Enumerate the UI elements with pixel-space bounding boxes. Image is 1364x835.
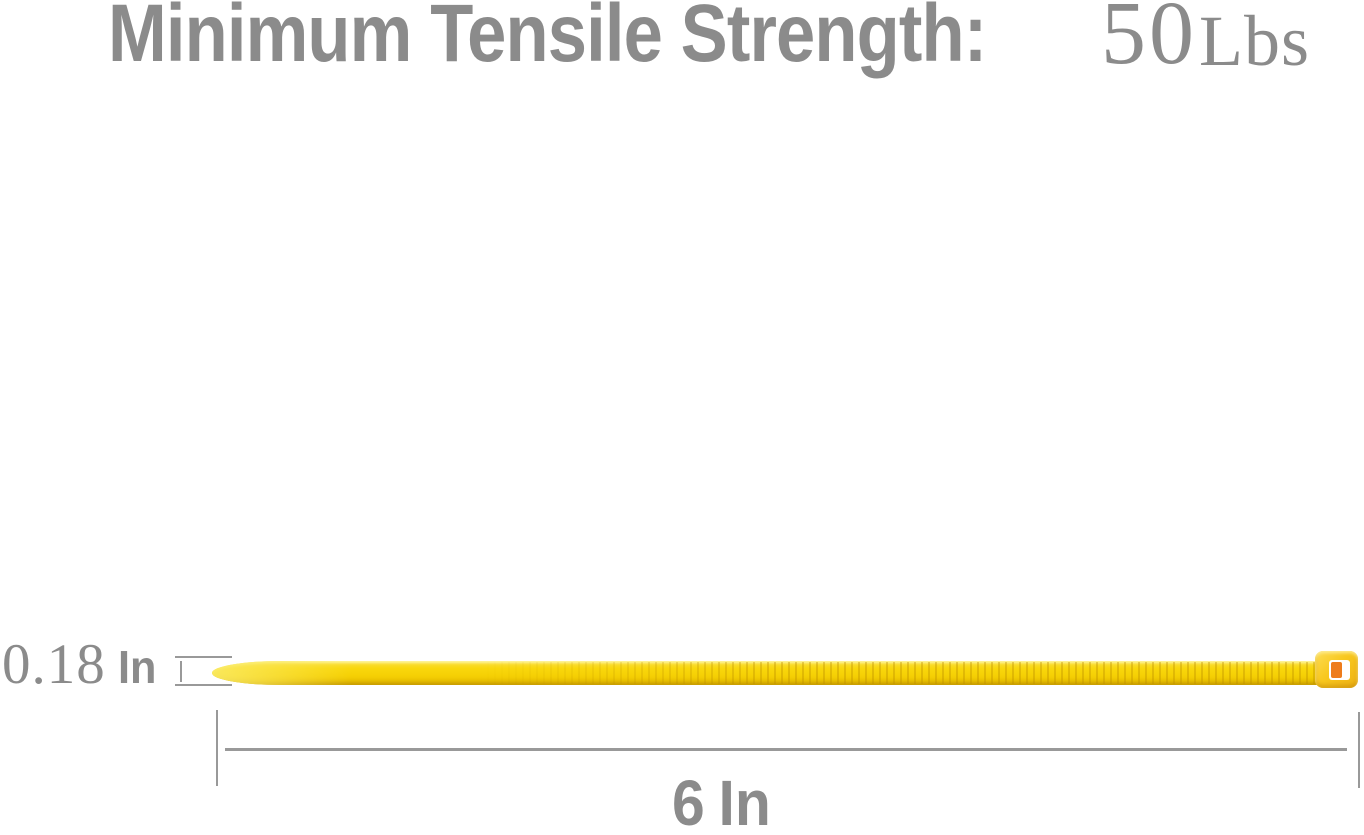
length-dimension-value: 6 (672, 767, 705, 835)
width-dimension-label: 0.18 In (2, 636, 159, 693)
width-dimension-value: 0.18 (2, 633, 106, 696)
cable-tie-strap-teeth (480, 662, 1318, 684)
width-bracket-tick (180, 661, 182, 682)
title-tensile-strength-label: Minimum Tensile Strength: (108, 0, 987, 79)
cable-tie-strap-tip (212, 661, 352, 685)
length-dimension-left-tick (216, 710, 218, 786)
cable-tie-head-pawl (1331, 662, 1342, 678)
width-dimension-unit: In (117, 641, 157, 693)
width-bracket-bottom-line (175, 684, 232, 686)
length-dimension-label: 6 In (672, 771, 771, 835)
length-dimension-right-tick (1358, 712, 1360, 788)
cable-tie-strap (212, 661, 1322, 685)
length-dimension-line (225, 748, 1347, 751)
width-bracket-top-line (175, 656, 232, 658)
length-dimension-unit: In (718, 767, 771, 835)
title-tensile-strength-value: 50 (1101, 0, 1197, 83)
title-tensile-strength-unit: Lbs (1199, 1, 1310, 81)
